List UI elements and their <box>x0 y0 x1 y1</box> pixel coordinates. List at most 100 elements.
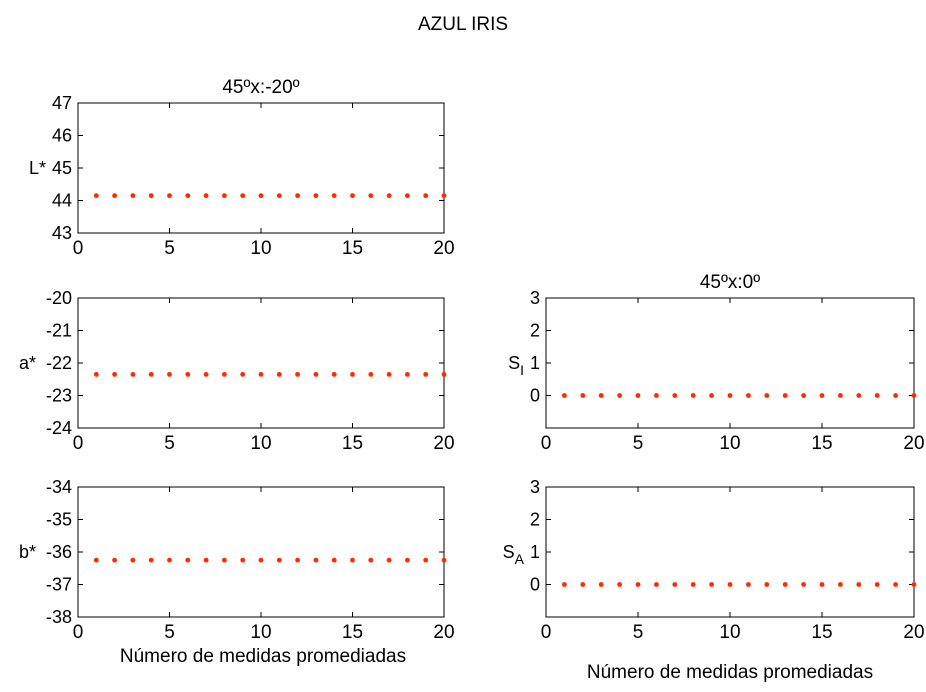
data-point <box>148 371 154 377</box>
data-point <box>240 371 246 377</box>
x-tick-label: 0 <box>73 622 84 643</box>
data-point <box>350 371 355 377</box>
x-tick-label: 15 <box>342 433 363 454</box>
axes-frame <box>77 486 445 618</box>
y-tick-label: 2 <box>530 510 540 530</box>
data-point <box>368 193 374 199</box>
data-point <box>838 393 843 398</box>
data-point <box>441 193 447 199</box>
data-point <box>405 557 410 563</box>
data-point <box>222 557 227 563</box>
data-point <box>331 193 337 199</box>
data-point <box>295 557 300 563</box>
data-point <box>423 193 429 199</box>
data-point <box>635 582 641 587</box>
data-point <box>617 582 622 587</box>
axes-frame <box>77 102 445 234</box>
data-point <box>167 557 172 563</box>
y-tick-label: 46 <box>52 126 72 146</box>
data-point <box>801 393 806 398</box>
data-point <box>617 393 622 398</box>
data-point <box>635 393 641 398</box>
data-point <box>690 393 696 398</box>
x-tick-label: 15 <box>342 238 363 259</box>
data-point <box>746 393 751 398</box>
y-tick-label: 1 <box>530 542 540 562</box>
data-point <box>874 582 880 587</box>
y-tick-label: -37 <box>46 575 72 595</box>
data-point <box>580 582 586 587</box>
data-point <box>185 557 191 563</box>
data-point <box>654 393 659 398</box>
x-tick-label: 10 <box>250 433 271 454</box>
x-tick-label: 5 <box>164 238 175 259</box>
data-point <box>222 193 227 199</box>
x-tick-label: 10 <box>719 433 740 454</box>
data-point <box>331 371 337 377</box>
subplot-2: 0 5 10 15 20 -24 -23 -22 -21 -20 a* <box>19 288 455 454</box>
data-point <box>441 557 447 563</box>
y-tick-label: -34 <box>46 477 72 497</box>
x-tick-label: 20 <box>433 238 454 259</box>
data-point <box>258 371 264 377</box>
data-point <box>258 557 264 563</box>
data-point <box>562 582 567 587</box>
x-axis-label-left: Número de medidas promediadas <box>119 646 407 667</box>
data-point <box>746 582 751 587</box>
data-point <box>331 557 337 563</box>
data-point <box>441 371 447 377</box>
data-point <box>911 393 917 398</box>
data-point <box>874 393 880 398</box>
subplot-5: 0 5 10 15 20 0 1 2 3 SA <box>503 477 925 643</box>
data-point <box>727 582 733 587</box>
subplot-1: 0 5 10 15 20 43 44 45 46 47 45ºx:-20º L* <box>29 77 455 259</box>
y-tick-label: -24 <box>46 418 72 438</box>
x-tick-label: 20 <box>433 433 454 454</box>
data-point <box>368 557 374 563</box>
y-tick-label: 47 <box>52 93 72 113</box>
data-point <box>112 193 117 199</box>
y-tick-label: 3 <box>530 477 540 497</box>
data-point <box>819 582 825 587</box>
x-tick-label: 5 <box>164 622 175 643</box>
x-tick-label: 15 <box>811 622 832 643</box>
x-tick-label: 20 <box>903 433 924 454</box>
data-point <box>598 582 604 587</box>
data-point <box>893 393 898 398</box>
x-tick-label: 0 <box>73 238 84 259</box>
x-tick-label: 10 <box>250 622 271 643</box>
y-axis-label-subscript: I <box>520 362 524 378</box>
x-tick-label: 15 <box>811 433 832 454</box>
data-point <box>203 371 209 377</box>
data-point <box>405 371 410 377</box>
data-point <box>598 393 604 398</box>
y-axis-label: SI <box>508 353 524 378</box>
data-point <box>148 557 154 563</box>
x-tick-label: 5 <box>164 433 175 454</box>
data-point <box>672 582 678 587</box>
data-point <box>313 557 319 563</box>
y-axis-label: b* <box>19 542 36 562</box>
data-point <box>313 371 319 377</box>
data-point <box>764 582 770 587</box>
data-point <box>130 371 136 377</box>
data-point <box>130 557 136 563</box>
x-tick-label: 10 <box>719 622 740 643</box>
axes-frame <box>545 297 915 429</box>
data-point <box>893 582 898 587</box>
y-axis-label: a* <box>19 353 36 373</box>
data-point <box>782 582 788 587</box>
data-point <box>819 393 825 398</box>
data-point <box>782 393 788 398</box>
figure-title: AZUL IRIS <box>417 14 509 35</box>
y-tick-label: 43 <box>52 223 72 243</box>
data-point <box>258 193 264 199</box>
x-tick-label: 0 <box>541 622 552 643</box>
x-tick-label: 0 <box>73 433 84 454</box>
data-point <box>368 371 374 377</box>
data-point <box>93 557 99 563</box>
data-point <box>240 557 246 563</box>
data-point <box>690 582 696 587</box>
